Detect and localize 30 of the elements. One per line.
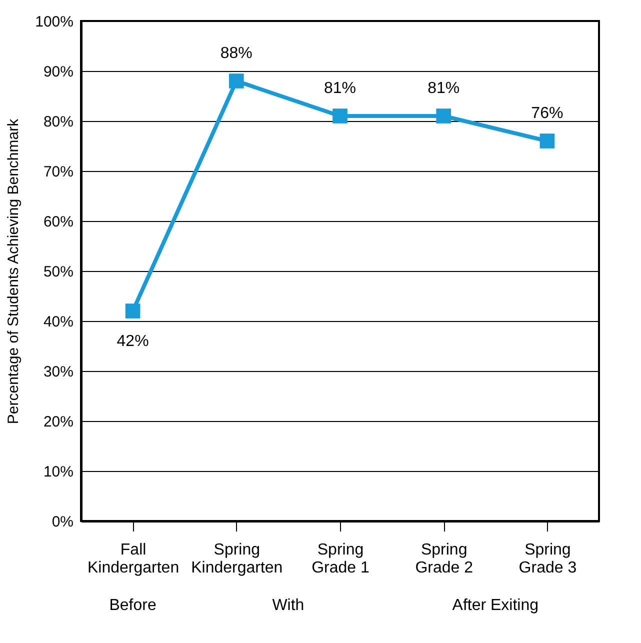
text: After Exiting: [452, 597, 539, 614]
point: [125, 304, 140, 318]
text: 76%: [531, 105, 564, 122]
text: 88%: [220, 45, 252, 62]
y-tick-label: 100%: [35, 14, 74, 30]
y-tick-label: 20%: [43, 414, 74, 430]
y-tick-label: 10%: [43, 464, 74, 480]
y-axis-title: Percentage of Students Achieving Benchmark: [5, 118, 22, 424]
point: [228, 74, 244, 88]
y-tick-label: 90%: [43, 64, 74, 80]
x-tick-label: Spring Kindergarten: [191, 542, 283, 576]
y-tick-label: 60%: [43, 214, 74, 230]
x-tick-label: Spring Grade 2: [415, 542, 474, 576]
text: 42%: [116, 333, 149, 350]
y-tick-label: 80%: [43, 114, 74, 130]
y-tick-label: 50%: [43, 264, 74, 280]
point: [332, 108, 348, 124]
y-tick-label: 70%: [43, 164, 74, 180]
x-tick-label: Spring Grade 3: [518, 542, 577, 576]
text: Before: [109, 597, 156, 614]
y-tick-label: 0%: [52, 514, 74, 530]
y-tick-label: 40%: [43, 314, 74, 330]
x-tick-label: Fall Kindergarten: [87, 542, 180, 576]
point: [436, 108, 452, 124]
text: 81%: [428, 80, 460, 97]
y-tick-label: 30%: [43, 364, 74, 380]
x-tick-label: Spring Grade 1: [312, 542, 370, 576]
text: 81%: [324, 80, 356, 97]
text: With: [272, 597, 304, 614]
point: [540, 134, 555, 148]
